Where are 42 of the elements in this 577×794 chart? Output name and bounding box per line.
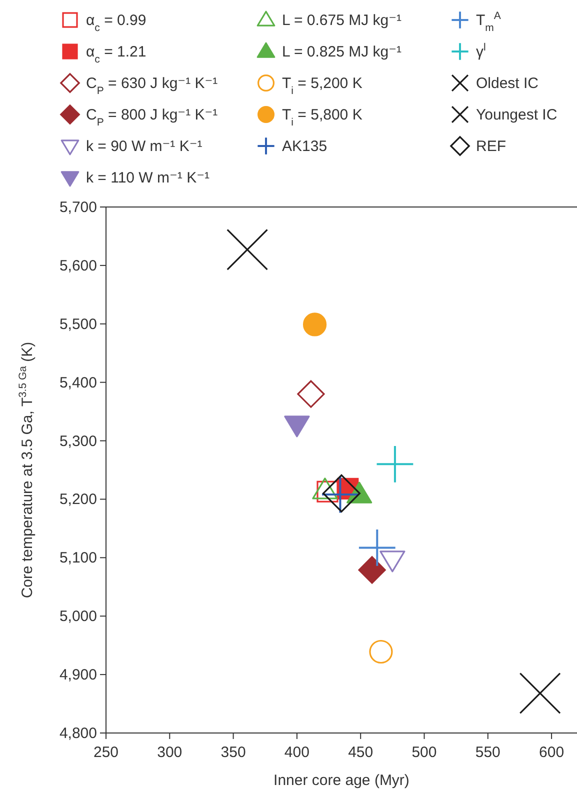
legend-label: T$_{i}$ = 5,200 K bbox=[282, 75, 362, 97]
x-axis-title: Inner core age (Myr) bbox=[274, 772, 410, 789]
x-tick-label: 500 bbox=[412, 744, 437, 761]
legend-label: REF bbox=[476, 138, 506, 155]
x-tick-label: 250 bbox=[93, 744, 119, 761]
legend-label: C$_{P}$ = 800 J kg⁻¹ K⁻¹ bbox=[86, 106, 218, 128]
legend-label: α$_{c}$ = 1.21 bbox=[86, 44, 146, 66]
point bbox=[226, 229, 268, 270]
point bbox=[358, 530, 396, 566]
x-tick-label: 400 bbox=[284, 744, 310, 761]
y-tick-label: 5,300 bbox=[59, 432, 97, 450]
x-tick-label: 600 bbox=[539, 744, 564, 761]
y-tick-label: 5,500 bbox=[59, 316, 97, 333]
y-tick-label: 5,700 bbox=[59, 199, 97, 216]
legend-label: AK135 bbox=[282, 138, 328, 155]
y-tick-label: 5,100 bbox=[59, 550, 97, 567]
y-tick-label: 5,600 bbox=[59, 257, 97, 274]
legend-label: k = 110 W m⁻¹ K⁻¹ bbox=[86, 170, 210, 186]
legend-label: γ$^{l}$ bbox=[476, 42, 486, 60]
point bbox=[316, 480, 338, 502]
legend-label: Youngest IC bbox=[476, 106, 558, 124]
y-tick-label: 5,400 bbox=[59, 374, 97, 392]
x-tick-label: 350 bbox=[220, 744, 246, 761]
point bbox=[358, 556, 386, 584]
x-tick-label: 300 bbox=[157, 744, 182, 761]
point bbox=[297, 380, 325, 408]
legend-label: Oldest IC bbox=[476, 75, 539, 92]
y-tick-label: 4,900 bbox=[59, 666, 97, 684]
y-tick-label: 5,000 bbox=[59, 608, 97, 626]
legend-label: C$_{P}$ = 630 J kg⁻¹ K⁻¹ bbox=[86, 75, 218, 97]
point bbox=[376, 446, 414, 482]
legend-label: L = 0.675 MJ kg⁻¹ bbox=[282, 12, 402, 29]
point bbox=[302, 312, 327, 336]
y-tick-label: 4,800 bbox=[59, 725, 97, 742]
x-tick-label: 450 bbox=[348, 744, 374, 761]
point bbox=[369, 640, 393, 664]
x-tick-label: 550 bbox=[475, 744, 500, 761]
legend-label: T$_{i}$ = 5,800 K bbox=[282, 106, 362, 128]
y-tick-label: 5,200 bbox=[59, 491, 97, 508]
legend-label: k = 90 W m⁻¹ K⁻¹ bbox=[86, 138, 202, 155]
legend-label: L = 0.825 MJ kg⁻¹ bbox=[282, 44, 402, 60]
legend-label: α$_{c}$ = 0.99 bbox=[86, 12, 146, 34]
